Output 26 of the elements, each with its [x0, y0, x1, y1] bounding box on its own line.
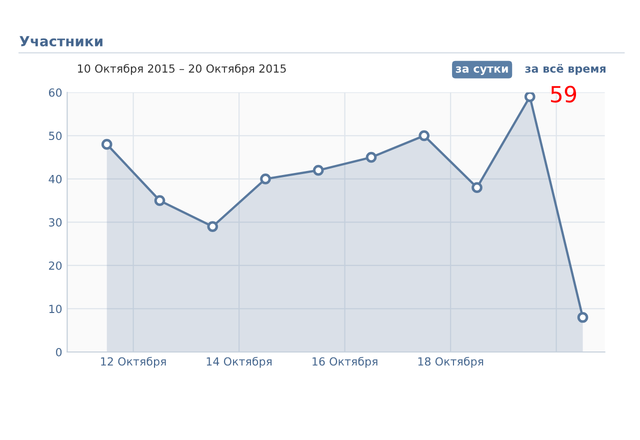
point	[524, 92, 536, 102]
point	[260, 174, 271, 184]
y-tick-label: 20	[49, 261, 62, 270]
point	[366, 152, 377, 163]
y-tick-label: 50	[49, 132, 62, 140]
point	[154, 195, 166, 206]
point	[101, 138, 112, 150]
x-tick-label: 12 Октября	[101, 356, 166, 368]
point	[418, 130, 430, 142]
chart-subtitle: 10 Октября 2015 – 20 Октября 2015	[78, 64, 286, 75]
chart-title: Участники	[20, 36, 102, 46]
text: за всё время	[525, 64, 606, 75]
y-tick-label: 0	[56, 348, 62, 356]
y-tick-label: 30	[49, 218, 62, 227]
point	[472, 182, 482, 194]
x-tick-label: 14 Октября	[206, 356, 272, 368]
y-tick-label: 40	[48, 174, 62, 184]
x-tick-label: 18 Октября	[418, 356, 484, 368]
y-tick-label: 10	[49, 304, 62, 314]
point	[577, 312, 588, 323]
text: за сутки	[456, 66, 508, 75]
x-tick-label: 16 Октября	[312, 356, 378, 368]
point	[207, 221, 218, 232]
annotation: 59	[551, 86, 576, 103]
point	[312, 164, 324, 176]
y-tick-label: 60	[48, 88, 62, 97]
